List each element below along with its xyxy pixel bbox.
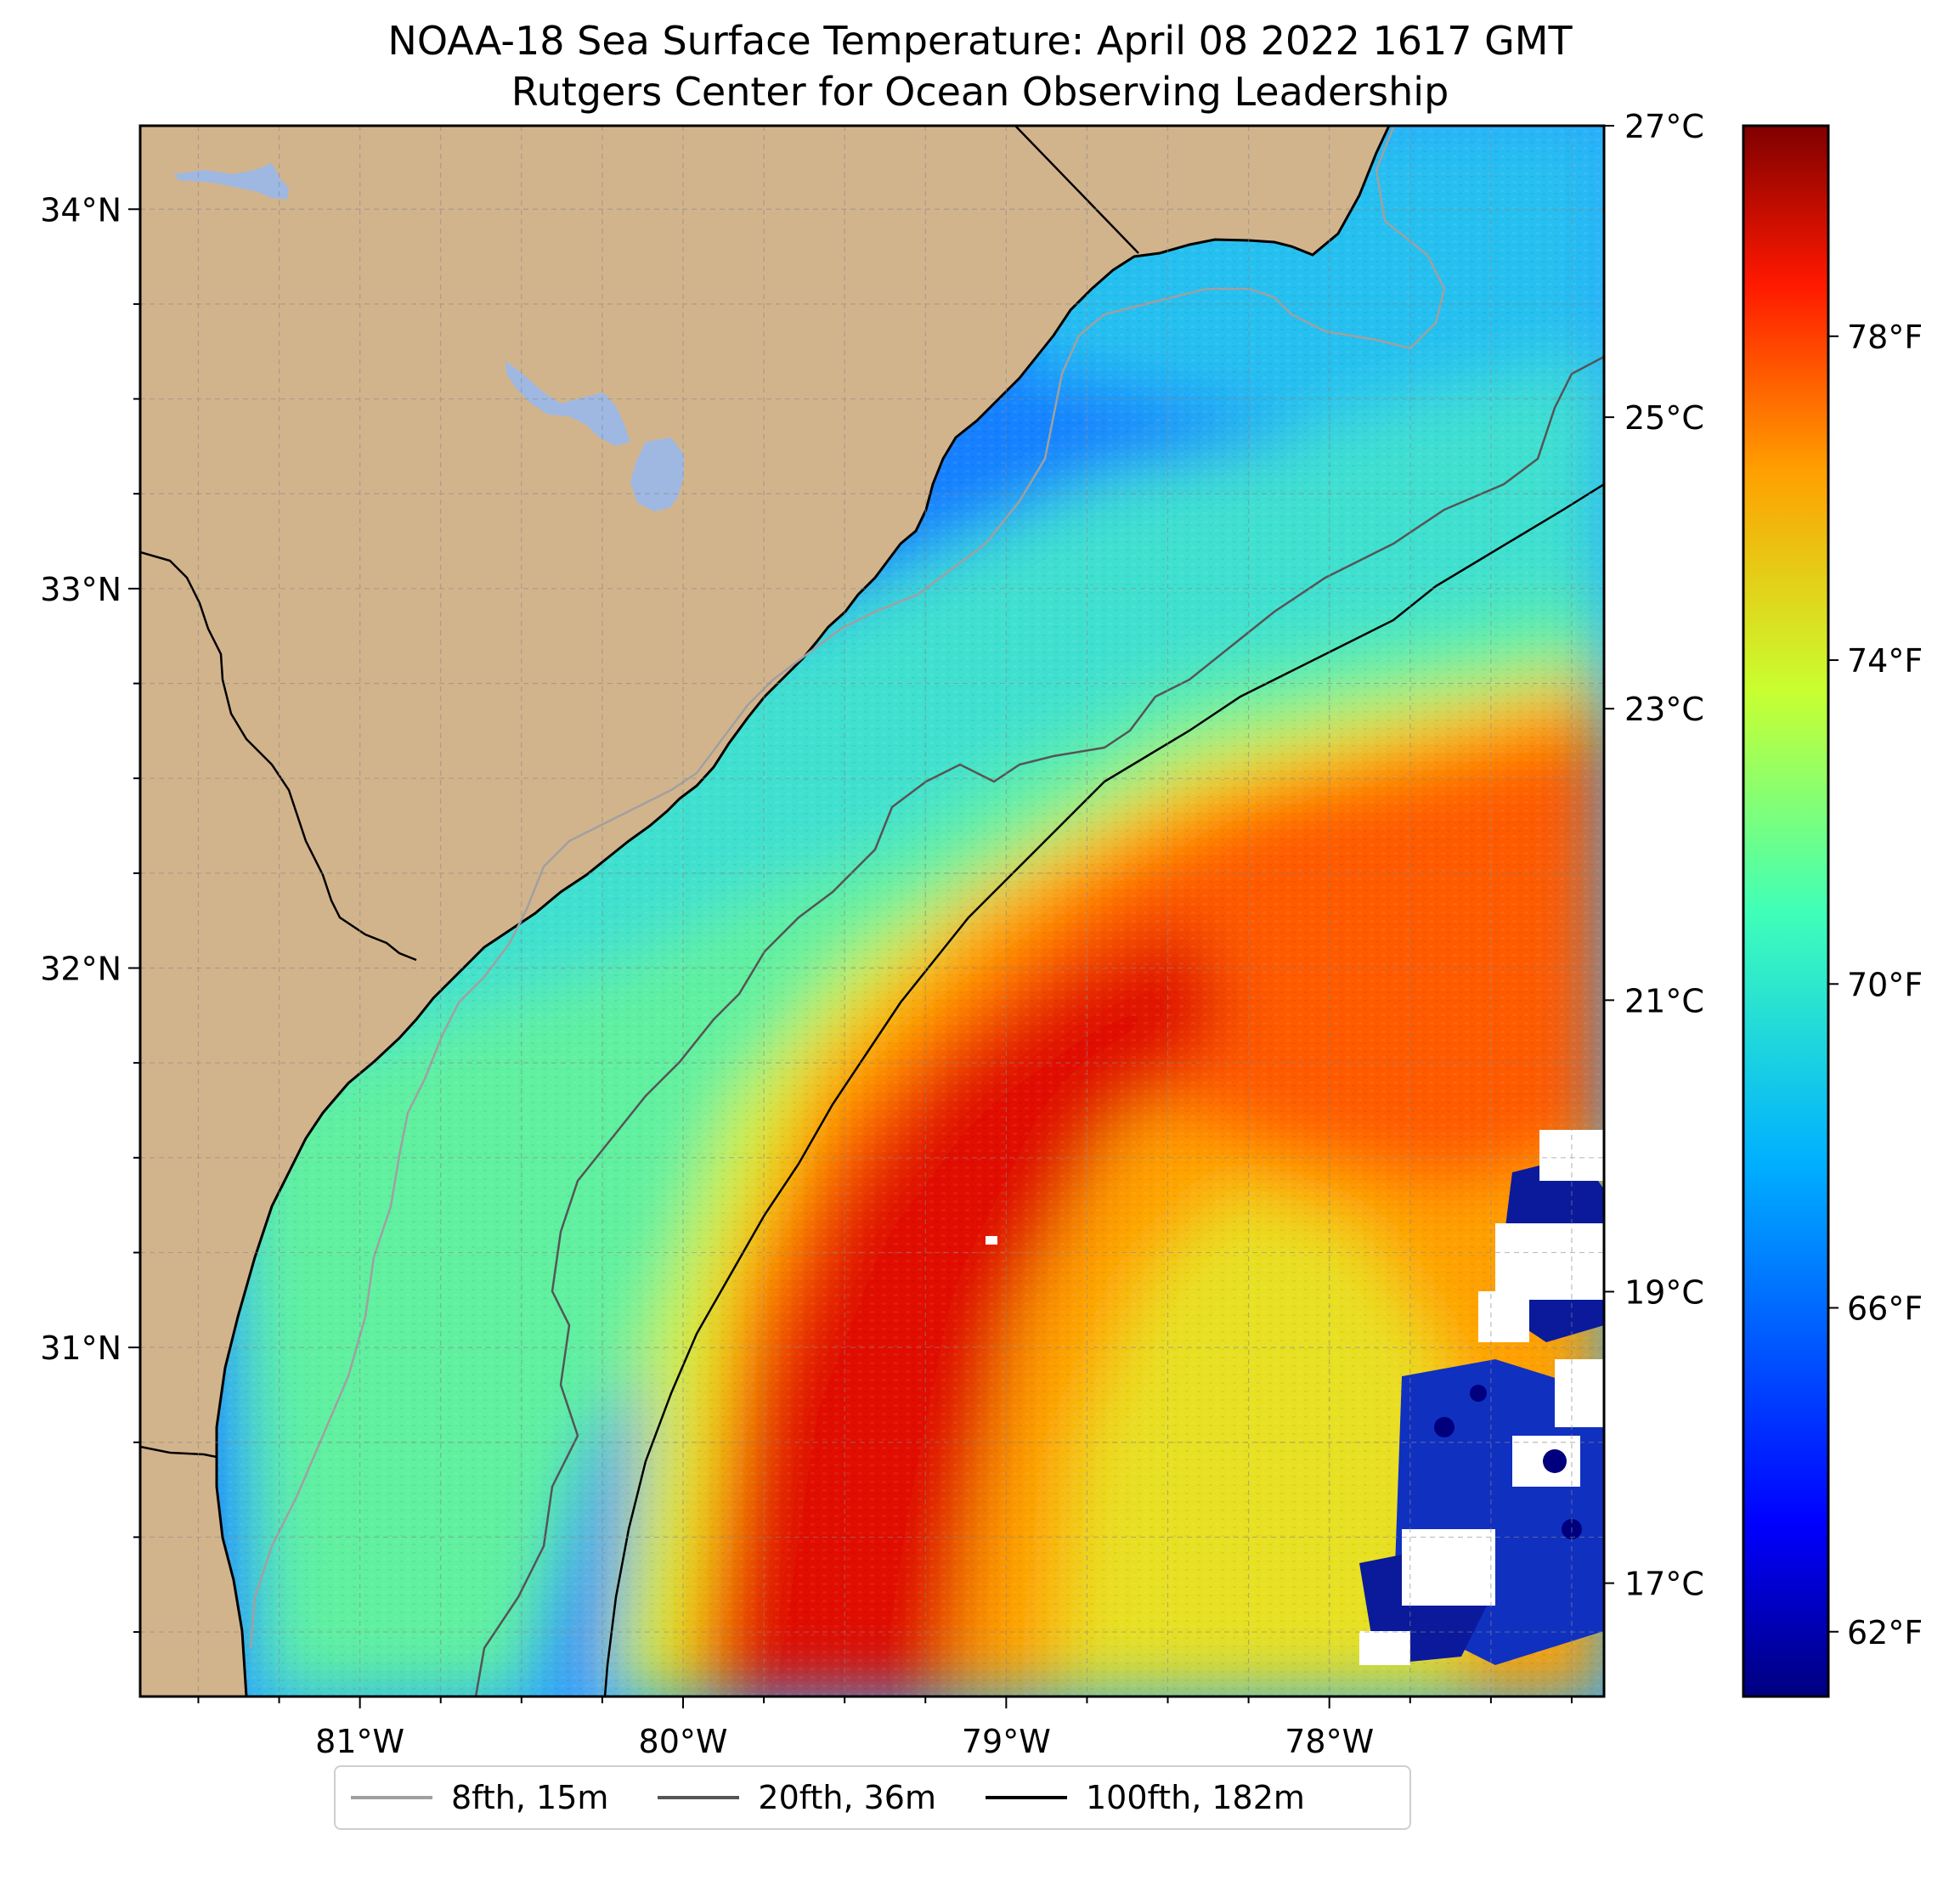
- x-tick-label: 81°W: [315, 1723, 404, 1759]
- legend-item-20fth: 20fth, 36m: [658, 1779, 936, 1816]
- colorbar-c-label: 25°C: [1624, 399, 1704, 437]
- x-tick-label: 80°W: [639, 1723, 728, 1759]
- colorbar-c-label: 27°C: [1624, 108, 1704, 145]
- colorbar-c-label: 21°C: [1624, 982, 1704, 1019]
- y-tick-label: 33°N: [40, 571, 121, 608]
- colorbar-c-label: 19°C: [1624, 1273, 1704, 1311]
- state-border-nc-sc: [1014, 126, 1139, 254]
- x-tick-label: 78°W: [1285, 1723, 1374, 1759]
- sst-field: [140, 126, 1604, 1697]
- y-tick-label: 31°N: [40, 1330, 121, 1367]
- x-tick-label: 79°W: [962, 1723, 1051, 1759]
- graticule: [140, 126, 1604, 1697]
- y-tick-label: 34°N: [40, 191, 121, 229]
- lake-marion: [506, 361, 630, 446]
- land: [140, 126, 1391, 1697]
- map-area: [140, 126, 1604, 1697]
- colorbar-f-label: 74°F: [1847, 642, 1923, 680]
- cloud-and-cold-patches: [986, 1130, 1604, 1665]
- legend-label-8fth: 8fth, 15m: [451, 1779, 609, 1816]
- colorbar-c-label: 17°C: [1624, 1566, 1704, 1603]
- axis-ticks: 81°W 80°W 79°W 78°W 34°N 33°N 32°N 31°N: [40, 191, 1573, 1759]
- lake-north: [174, 163, 289, 200]
- chart-subtitle: Rutgers Center for Ocean Observing Leade…: [511, 69, 1449, 115]
- contour-100fth: [603, 483, 1604, 1697]
- contour-legend: 8fth, 15m 20fth, 36m 100fth, 182m: [334, 1765, 1411, 1830]
- state-border-sc-ga: [140, 550, 417, 962]
- lake-moultrie: [630, 438, 684, 511]
- sst-map-figure: 81°W 80°W 79°W 78°W 34°N 33°N 32°N 31°N 78°F 74°…: [40, 108, 1923, 1759]
- colorbar-f-label: 62°F: [1847, 1614, 1923, 1651]
- colorbar-f-label: 66°F: [1847, 1290, 1923, 1328]
- legend-line-8fth: [351, 1796, 432, 1799]
- colorbar-f-label: 78°F: [1847, 319, 1923, 356]
- y-tick-label: 32°N: [40, 950, 121, 987]
- legend-label-20fth: 20fth, 36m: [758, 1779, 936, 1816]
- colorbar-c-label: 23°C: [1624, 691, 1704, 728]
- legend-item-100fth: 100fth, 182m: [985, 1779, 1305, 1816]
- legend-label-100fth: 100fth, 182m: [1085, 1779, 1305, 1816]
- contour-20fth: [474, 355, 1604, 1697]
- contour-8fth: [249, 127, 1446, 1649]
- colorbar-ticks: 78°F 74°F 70°F 66°F 62°F 27°C 25°C 23°C 21°C 19°C…: [1604, 108, 1923, 1651]
- legend-line-20fth: [658, 1796, 740, 1799]
- legend-line-100fth: [985, 1796, 1067, 1799]
- colorbar-f-label: 70°F: [1847, 966, 1923, 1003]
- map-frame: [138, 124, 1606, 1698]
- legend-item-8fth: 8fth, 15m: [351, 1779, 608, 1816]
- colorbar: [1742, 124, 1830, 1698]
- chart-title: NOAA-18 Sea Surface Temperature: April 0…: [387, 18, 1573, 64]
- state-border-ga-fl: [140, 1445, 217, 1459]
